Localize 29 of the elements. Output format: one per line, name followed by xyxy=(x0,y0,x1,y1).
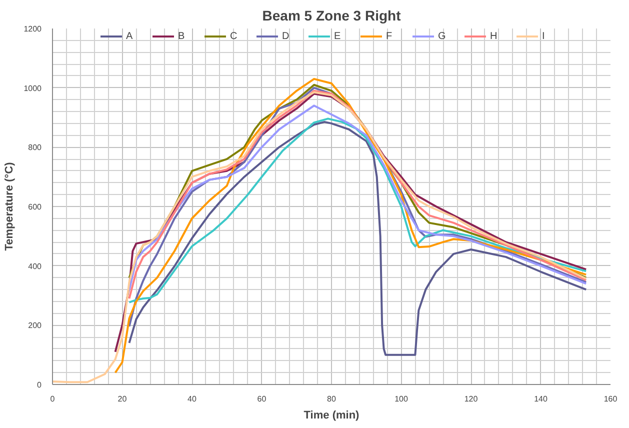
line-series xyxy=(52,91,588,384)
x-tick-label: 20 xyxy=(118,394,128,404)
x-tick-label: 100 xyxy=(394,394,408,404)
x-tick-label: 160 xyxy=(604,394,618,404)
y-tick-label: 200 xyxy=(28,321,42,330)
y-tick-label: 0 xyxy=(37,380,42,390)
legend-label: G xyxy=(438,30,447,42)
x-tick-label: 80 xyxy=(327,394,336,404)
legend-label: B xyxy=(178,30,186,42)
x-tick-label: 0 xyxy=(50,394,56,404)
y-tick-label: 800 xyxy=(28,143,42,152)
chart-title: Beam 5 Zone 3 Right xyxy=(262,8,402,24)
y-axis-title: Temperature (°C) xyxy=(4,162,16,251)
legend-label: E xyxy=(334,30,342,42)
legend-label: D xyxy=(282,30,290,42)
y-tick-label: 600 xyxy=(28,202,42,212)
y-tick-label: 400 xyxy=(28,262,42,271)
x-tick-label: 60 xyxy=(257,394,267,404)
legend-label: H xyxy=(490,30,498,42)
x-tick-label: 140 xyxy=(534,394,548,404)
legend-label: A xyxy=(126,30,134,42)
x-axis-title: Time (min) xyxy=(304,410,360,422)
x-tick-label: 40 xyxy=(188,394,197,404)
y-tick-label: 1200 xyxy=(24,24,42,34)
legend-label: F xyxy=(386,30,394,42)
legend-label: I xyxy=(542,30,546,42)
y-tick-label: 1000 xyxy=(24,84,42,93)
x-tick-label: 120 xyxy=(464,394,478,404)
legend-label: C xyxy=(230,30,238,42)
